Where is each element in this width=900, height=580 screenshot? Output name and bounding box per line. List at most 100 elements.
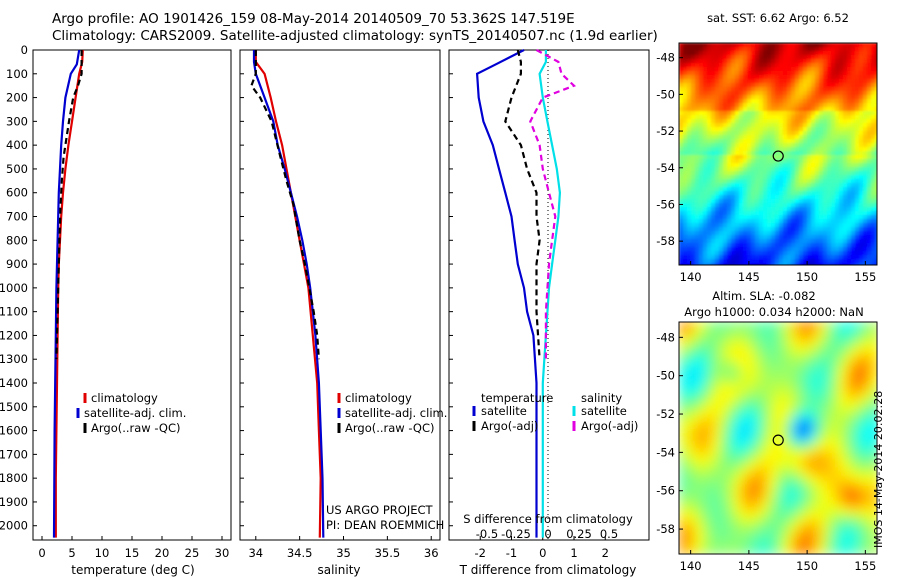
argo-location-marker — [772, 150, 784, 162]
series-line-argo-raw-qc — [250, 50, 320, 360]
x-tick-label: 5 — [68, 546, 75, 560]
temperature-series — [52, 49, 84, 538]
legend-label-satellite: satellite-adj. clim. — [84, 406, 186, 420]
lat-tick-label: -58 — [656, 234, 675, 248]
legend-label-climatology: climatology — [91, 391, 158, 405]
depth-tick-label: 300 — [6, 114, 28, 128]
lon-tick-label: 150 — [796, 270, 818, 284]
lat-tick-label: -54 — [656, 161, 675, 175]
sla-map-axes: 140 145 150 155 -48 -50 -52 -54 -56 -58 — [656, 330, 876, 573]
depth-tick-label: 1300 — [0, 352, 28, 366]
x-tick-label: 0 — [539, 546, 546, 560]
lon-tick-label: 140 — [680, 270, 702, 284]
difference-legend: temperature salinity satellite Argo(-adj… — [472, 391, 638, 433]
lat-tick-label: -50 — [656, 87, 675, 101]
legend-header-temperature: temperature — [481, 391, 553, 405]
lat-tick-label: -58 — [656, 522, 675, 536]
series-line-satellite — [475, 49, 538, 538]
x-tick-label: 2 — [602, 546, 609, 560]
sst-heatmap — [679, 43, 877, 265]
x-tick-label: 30 — [215, 546, 230, 560]
climatology-title: Climatology: CARS2009. Satellite-adjuste… — [52, 28, 658, 44]
depth-tick-label: 1600 — [0, 424, 28, 438]
lat-tick-label: -50 — [656, 369, 675, 383]
depth-tick-label: 0 — [21, 43, 28, 57]
top-x-tick-label: -0.5 — [476, 527, 498, 541]
lon-tick-label: 145 — [738, 559, 760, 573]
depth-tick-label: 1700 — [0, 447, 28, 461]
x-tick-label: 34 — [248, 546, 263, 560]
depth-tick-label: 1400 — [0, 376, 28, 390]
depth-tick-label: 1000 — [0, 281, 28, 295]
temperature-legend: climatology satellite-adj. clim. Argo(..… — [76, 391, 186, 435]
lat-tick-label: -54 — [656, 445, 675, 459]
depth-tick-label: 500 — [6, 162, 28, 176]
depth-axis: 0 100 200 300 400 500 600 700 800 900 1000 1100 1200… — [0, 43, 453, 533]
lat-tick-label: -56 — [656, 197, 675, 211]
difference-panel-frame — [448, 49, 650, 541]
temperature-xlabel: temperature (deg C) — [71, 563, 194, 577]
series-line-argo-raw-qc — [55, 50, 83, 360]
profile-title: Argo profile: AO 1901426_159 08-May-2014… — [52, 11, 575, 27]
lon-tick-label: 145 — [738, 270, 760, 284]
salinity-series — [250, 50, 325, 538]
lon-tick-label: 140 — [680, 559, 702, 573]
x-tick-label: 10 — [95, 546, 110, 560]
legend-label-t-satellite: satellite — [481, 404, 527, 418]
lat-tick-label: -48 — [656, 330, 675, 344]
salinity-xlabel: salinity — [317, 563, 360, 577]
x-tick-label: 1 — [570, 546, 577, 560]
x-tick-label: 25 — [185, 546, 200, 560]
series-line-argo-adj — [504, 49, 541, 360]
legend-label-s-satellite: satellite — [581, 404, 627, 418]
depth-tick-label: 1900 — [0, 495, 28, 509]
difference-series — [475, 49, 577, 538]
lat-tick-label: -52 — [656, 124, 675, 138]
difference-x-axis: -2 -1 0 1 2 — [475, 536, 609, 560]
legend-label-t-argo: Argo(-adj) — [481, 419, 538, 433]
depth-tick-label: 1500 — [0, 400, 28, 414]
lat-tick-label: -52 — [656, 407, 675, 421]
top-x-tick-label: 0 — [544, 527, 551, 541]
pi-credit: PI: DEAN ROEMMICH — [326, 518, 444, 532]
difference-xlabel: T difference from climatology — [459, 563, 637, 577]
project-credit: US ARGO PROJECT — [326, 503, 434, 517]
legend-label-climatology: climatology — [345, 391, 412, 405]
depth-tick-label: 800 — [6, 233, 28, 247]
x-tick-label: 35.5 — [375, 546, 401, 560]
series-line-satellite — [538, 50, 562, 538]
series-line-argo-adj — [529, 49, 577, 360]
x-tick-label: 35 — [336, 546, 351, 560]
series-line-satellite-adj-clim — [252, 50, 325, 538]
lat-tick-label: -48 — [656, 51, 675, 65]
sla-map-frame — [678, 321, 878, 555]
sst-map-axes: 140 145 150 155 -48 -50 -52 -54 -56 -58 — [656, 51, 876, 284]
legend-label-argo: Argo(..raw -QC) — [91, 421, 181, 435]
lon-tick-label: 150 — [796, 559, 818, 573]
lon-tick-label: 155 — [854, 270, 876, 284]
sla-heatmap — [679, 322, 877, 554]
sst-map-title: sat. SST: 6.62 Argo: 6.52 — [707, 11, 849, 25]
argo-location-marker — [772, 434, 784, 446]
x-tick-label: 36 — [424, 546, 439, 560]
x-tick-label: 20 — [155, 546, 170, 560]
top-x-tick-label: 0.25 — [566, 527, 592, 541]
depth-tick-label: 900 — [6, 257, 28, 271]
depth-tick-label: 400 — [6, 138, 28, 152]
sst-map-frame — [678, 42, 878, 266]
salinity-x-axis: 34 34.5 35 35.5 36 — [248, 536, 439, 560]
x-tick-label: 0 — [38, 546, 45, 560]
x-tick-label: 15 — [125, 546, 140, 560]
depth-tick-label: 1800 — [0, 471, 28, 485]
depth-tick-label: 1200 — [0, 328, 28, 342]
salinity-panel-frame — [239, 49, 441, 541]
legend-header-salinity: salinity — [581, 391, 622, 405]
sla-map-subtitle: Argo h1000: 0.034 h2000: NaN — [684, 305, 863, 319]
sla-map-title: Altim. SLA: -0.082 — [712, 289, 816, 303]
series-line-satellite-adj-clim — [52, 49, 81, 538]
legend-label-satellite: satellite-adj. clim. — [345, 406, 447, 420]
depth-tick-label: 700 — [6, 210, 28, 224]
depth-tick-label: 2000 — [0, 519, 28, 533]
lon-tick-label: 155 — [854, 559, 876, 573]
salinity-legend: climatology satellite-adj. clim. Argo(..… — [337, 391, 447, 435]
